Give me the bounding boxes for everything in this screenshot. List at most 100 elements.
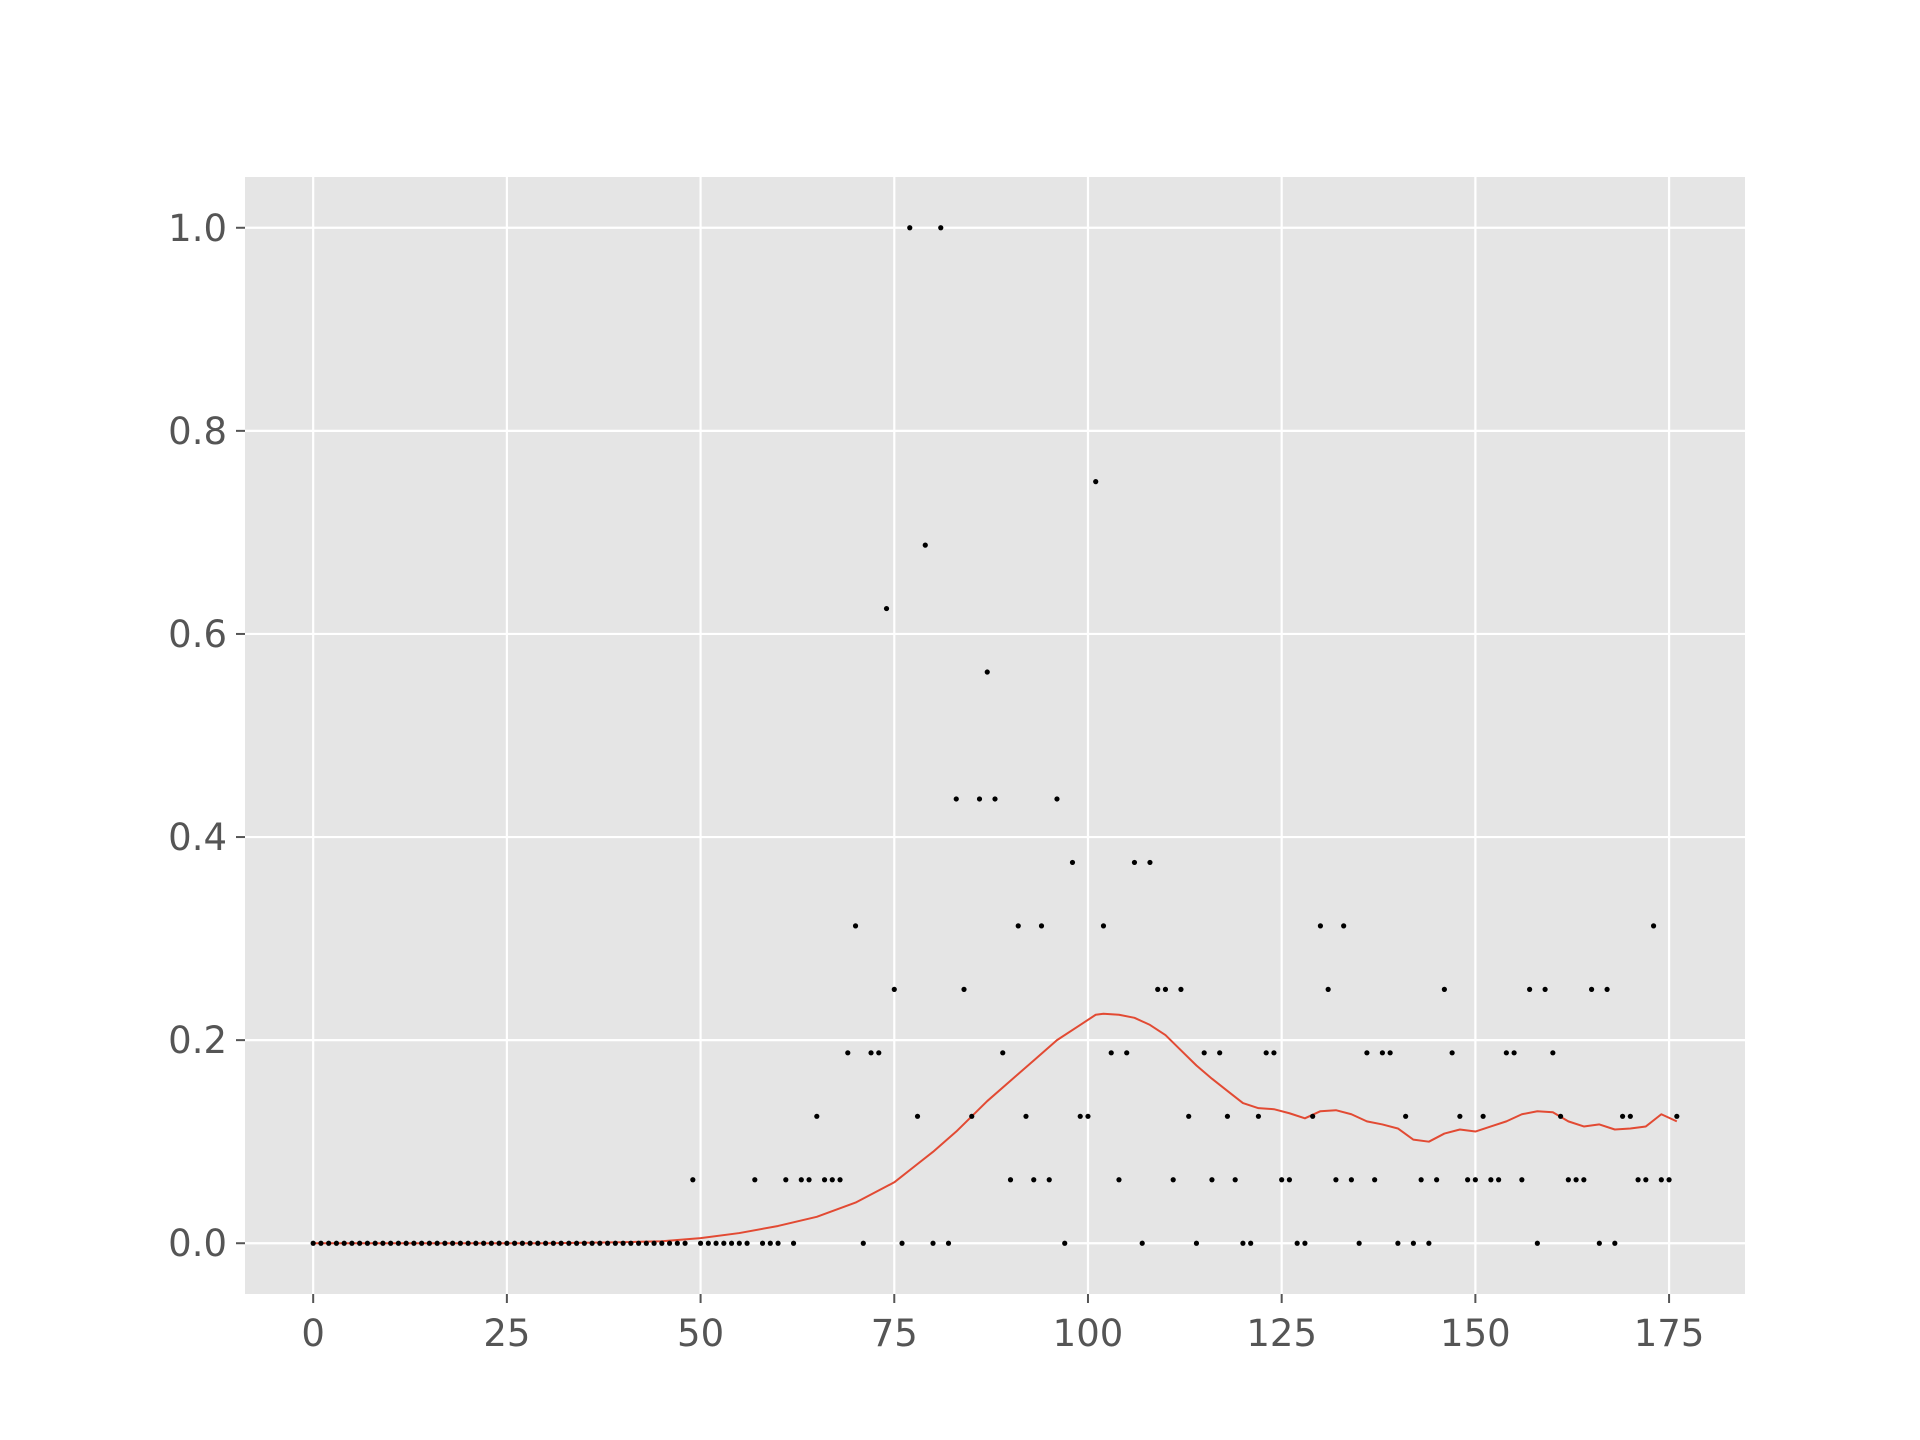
data-point <box>1232 1177 1238 1183</box>
data-point <box>1379 1050 1385 1056</box>
data-point <box>744 1240 750 1246</box>
data-point <box>1341 923 1347 929</box>
data-point <box>574 1240 580 1246</box>
data-point <box>1511 1050 1517 1056</box>
data-point <box>1348 1177 1354 1183</box>
data-point <box>1457 1113 1463 1119</box>
data-point <box>907 225 913 231</box>
data-point <box>876 1050 882 1056</box>
data-point <box>1155 986 1161 992</box>
data-point <box>713 1240 719 1246</box>
data-point <box>535 1240 541 1246</box>
data-point <box>442 1240 448 1246</box>
data-point <box>1364 1050 1370 1056</box>
data-point <box>1588 986 1595 992</box>
data-point <box>388 1240 394 1246</box>
x-tick-label: 175 <box>1634 1312 1705 1355</box>
data-point <box>1550 1050 1556 1056</box>
data-point <box>504 1240 510 1246</box>
x-tick-label: 50 <box>677 1312 724 1355</box>
data-point <box>1062 1240 1068 1246</box>
data-point <box>984 669 990 675</box>
data-point <box>914 1113 921 1119</box>
data-point <box>1558 1113 1564 1119</box>
data-point <box>1209 1177 1215 1183</box>
data-point <box>1007 1177 1014 1183</box>
data-point <box>775 1240 781 1246</box>
data-point <box>364 1240 371 1246</box>
data-point <box>752 1177 758 1183</box>
data-point <box>310 1240 316 1246</box>
data-point <box>597 1240 603 1246</box>
x-tick-label: 75 <box>871 1312 918 1355</box>
data-point <box>1612 1240 1618 1246</box>
data-point <box>1658 1177 1664 1183</box>
data-point <box>806 1177 812 1183</box>
data-point <box>1279 1177 1285 1183</box>
data-point <box>566 1240 572 1246</box>
data-point <box>1488 1177 1494 1183</box>
data-point <box>1643 1177 1649 1183</box>
data-point <box>930 1240 936 1246</box>
data-point <box>659 1240 665 1246</box>
data-point <box>674 1240 680 1246</box>
x-tick-label: 150 <box>1440 1312 1511 1355</box>
data-point <box>814 1113 820 1119</box>
data-point <box>1263 1050 1269 1056</box>
data-point <box>728 1240 735 1246</box>
data-point <box>1201 1050 1207 1056</box>
data-point <box>891 986 897 992</box>
data-point <box>1527 986 1533 992</box>
data-point <box>620 1240 626 1246</box>
data-point <box>651 1240 657 1246</box>
data-point <box>1503 1050 1509 1056</box>
data-point <box>883 605 890 612</box>
data-point <box>1031 1177 1037 1183</box>
data-point <box>1054 796 1060 802</box>
data-point <box>1317 923 1324 929</box>
data-point <box>1325 986 1331 992</box>
y-tick-label: 0.4 <box>168 816 227 859</box>
data-point <box>1023 1113 1029 1119</box>
data-point <box>612 1240 618 1246</box>
data-point <box>558 1240 564 1246</box>
data-point <box>426 1240 432 1246</box>
x-tick-label: 125 <box>1246 1312 1317 1355</box>
data-point <box>333 1240 340 1246</box>
points <box>310 225 1680 1246</box>
data-point <box>349 1240 355 1246</box>
data-point <box>357 1240 363 1246</box>
data-point <box>1387 1050 1393 1056</box>
data-point <box>852 923 859 929</box>
data-point <box>1255 1113 1262 1119</box>
data-point <box>1310 1113 1316 1119</box>
data-point <box>1085 1113 1091 1119</box>
data-point <box>690 1177 696 1183</box>
data-point <box>1224 1113 1231 1119</box>
data-point <box>666 1240 673 1246</box>
data-point <box>550 1240 556 1246</box>
plot-area <box>245 177 1745 1294</box>
data-point <box>1449 1050 1455 1056</box>
data-point <box>411 1240 417 1246</box>
data-point <box>1077 1113 1083 1119</box>
data-point <box>682 1240 688 1246</box>
data-point <box>372 1240 378 1246</box>
data-point <box>419 1240 425 1246</box>
data-point <box>1674 1113 1680 1119</box>
data-point <box>1147 859 1153 866</box>
data-point <box>976 796 983 802</box>
data-point <box>326 1240 332 1246</box>
data-point <box>953 796 959 802</box>
data-point <box>697 1240 704 1246</box>
data-point <box>1015 923 1021 929</box>
y-tick-label: 0.2 <box>168 1019 227 1062</box>
data-point <box>527 1240 533 1246</box>
data-point <box>1069 859 1076 866</box>
data-point <box>721 1240 727 1246</box>
data-point <box>1271 1050 1277 1056</box>
data-point <box>1496 1177 1502 1183</box>
data-point <box>1542 986 1548 992</box>
data-point <box>1162 986 1169 992</box>
data-point <box>1472 1177 1478 1183</box>
